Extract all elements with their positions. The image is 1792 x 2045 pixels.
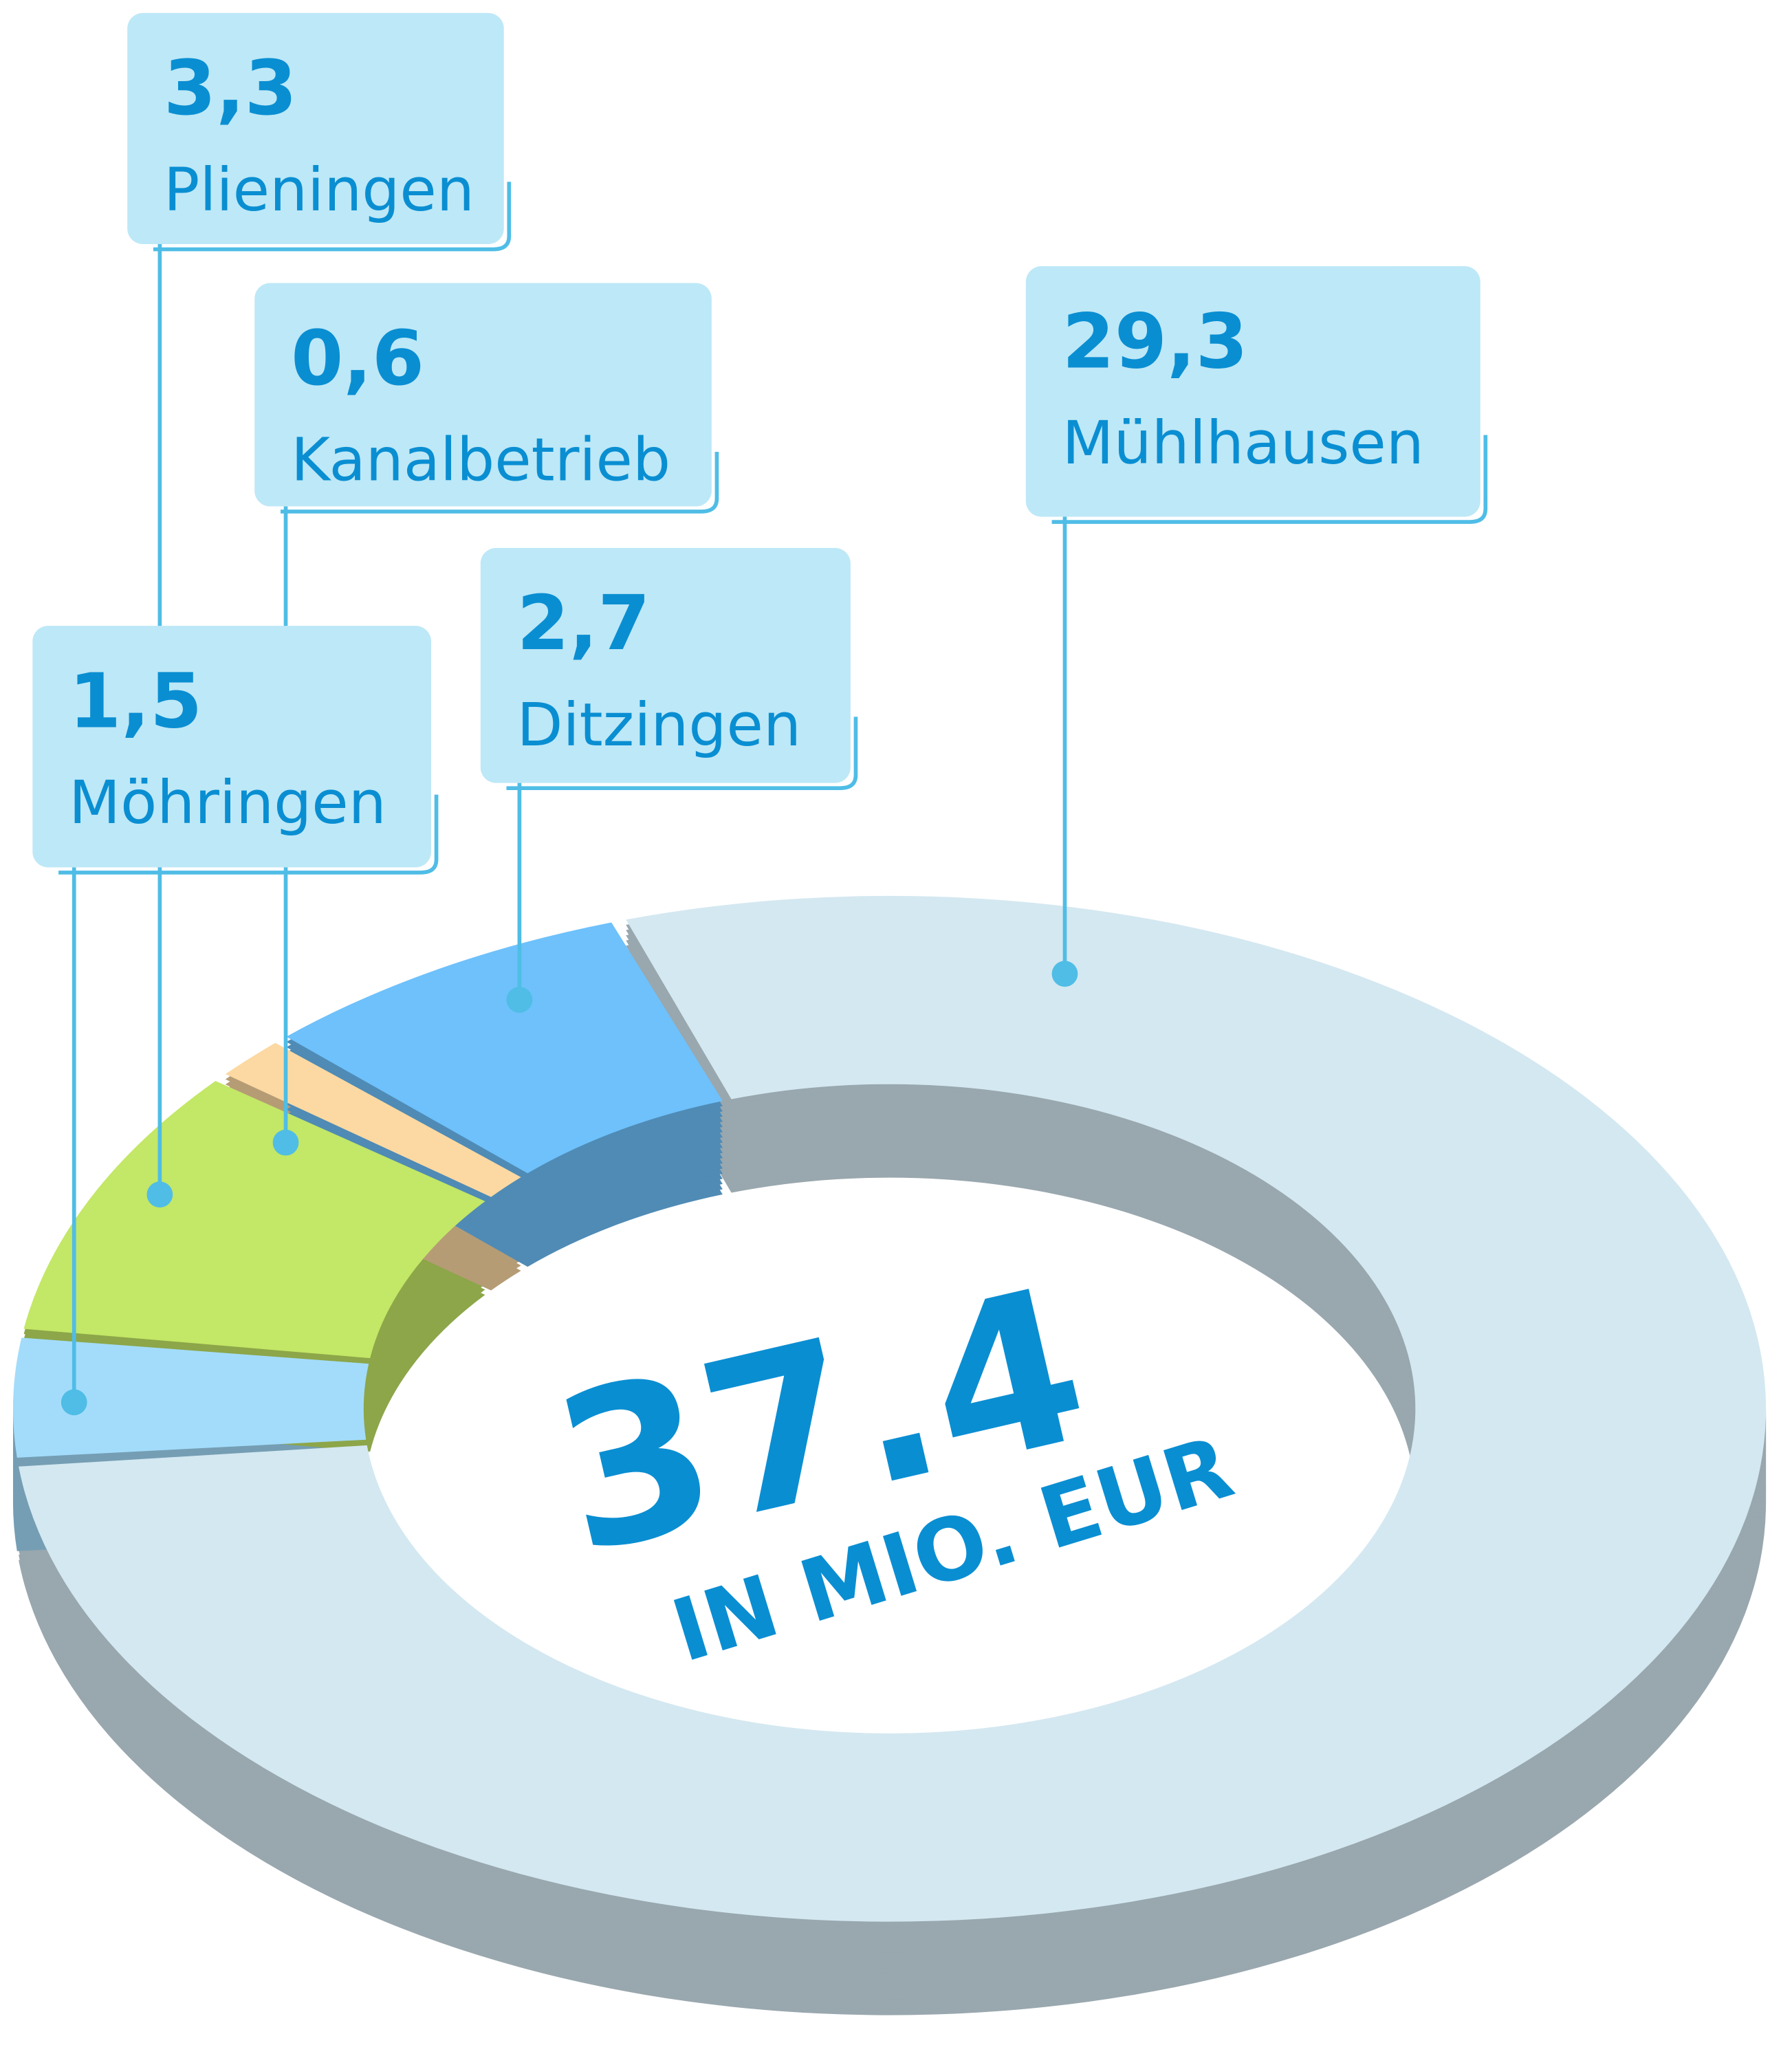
label-box: [32, 626, 432, 868]
label-box: [1025, 266, 1480, 517]
label-value: 2,7: [517, 579, 651, 667]
label-name: Kanalbetrieb: [291, 426, 670, 495]
leader-dot: [272, 1129, 299, 1156]
leader-dot: [61, 1389, 87, 1416]
label-name: Möhringen: [69, 768, 386, 838]
label-value: 1,5: [69, 657, 202, 745]
labels: 29,3 Mühlhausen 1,5 Möhringen 3,3 Plieningen 0…: [32, 12, 1488, 875]
slice: [225, 1042, 521, 1197]
label-box-edge: [153, 182, 512, 252]
slice: [12, 1337, 369, 1458]
label-name: Mühlhausen: [1062, 408, 1424, 478]
leader-dot: [506, 987, 533, 1013]
leader-dot: [146, 1181, 173, 1208]
label-box-edge: [506, 717, 858, 791]
label-name: Plieningen: [164, 155, 474, 225]
label-box: [480, 547, 851, 783]
label-box-edge: [280, 452, 719, 514]
label-name: Ditzingen: [517, 690, 801, 760]
slice: [23, 1080, 485, 1359]
slice-tops: [12, 895, 1767, 1922]
label-box: [127, 12, 504, 244]
label-value: 3,3: [164, 44, 297, 132]
label-value: 0,6: [291, 314, 424, 402]
slice: [19, 895, 1767, 1922]
leader-lines: [61, 243, 1078, 1416]
leader-dot: [1051, 961, 1078, 987]
slice: [286, 922, 723, 1174]
label-box: [254, 283, 712, 507]
label-box-edge: [1051, 435, 1488, 524]
label-value: 29,3: [1062, 297, 1248, 385]
label-box-edge: [58, 794, 439, 875]
